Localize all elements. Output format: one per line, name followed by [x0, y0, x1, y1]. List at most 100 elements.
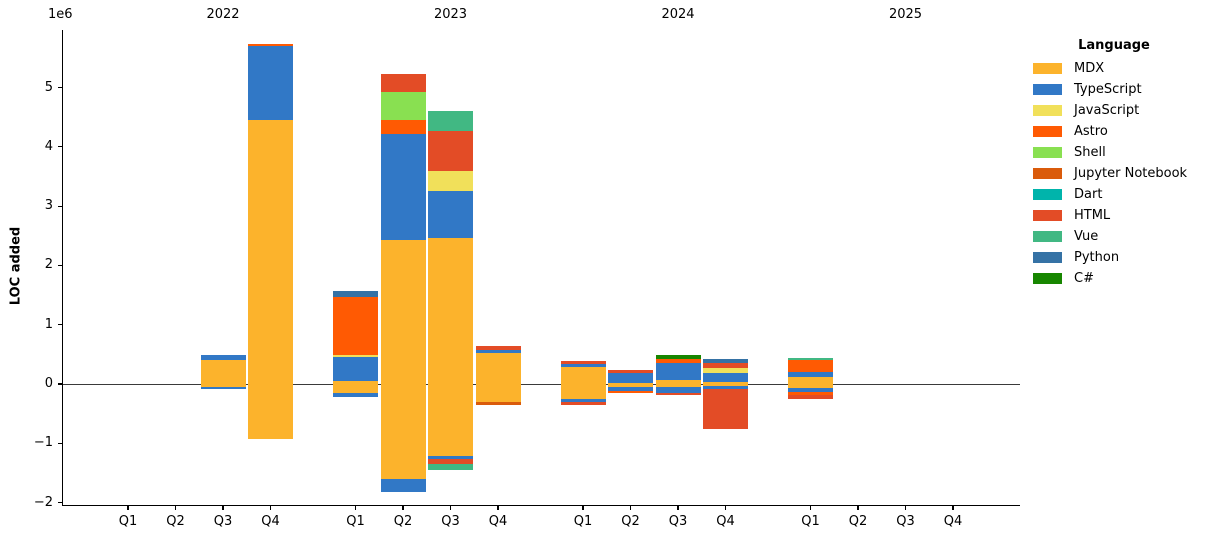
legend-item-c: C# — [1028, 268, 1200, 289]
x-tick-label: Q3 — [213, 514, 233, 529]
bar-segment-typescript — [788, 388, 833, 392]
x-tick-label: Q3 — [896, 514, 915, 529]
bar-segment-astro — [380, 119, 426, 134]
bar-segment-typescript — [703, 372, 748, 383]
x-tick-mark — [857, 506, 859, 510]
legend: Language MDX TypeScript JavaScript Astro She… — [1028, 38, 1200, 289]
x-tick-label: Q2 — [166, 514, 185, 529]
bar-segment-vue — [788, 358, 833, 361]
legend-label-c: C# — [1074, 271, 1094, 286]
bar-segment-vue — [428, 110, 473, 131]
x-tick-mark — [809, 506, 812, 510]
bar-segment-typescript — [380, 479, 426, 492]
legend-label-vue: Vue — [1074, 229, 1099, 244]
bar-segment-mdx — [608, 384, 653, 387]
legend-label-jupyter-notebook: Jupyter Notebook — [1074, 166, 1188, 181]
y-tick-mark — [58, 442, 62, 444]
bar-segment-html — [703, 388, 748, 430]
bar-segment-typescript — [788, 372, 833, 378]
x-tick-label: Q1 — [346, 514, 365, 529]
x-tick-label: Q4 — [943, 514, 963, 529]
bar-segment-html — [655, 392, 701, 396]
x-tick-mark — [449, 506, 452, 510]
x-tick-label: Q2 — [621, 514, 640, 529]
bar-segment-html — [475, 345, 521, 350]
year-label: 2024 — [661, 7, 695, 22]
bar-segment-javascript — [703, 367, 748, 373]
y-tick-mark — [58, 86, 62, 89]
bar-segment-mdx — [428, 384, 473, 456]
legend-items: MDX TypeScript JavaScript Astro Shell Jupyter… — [1028, 58, 1200, 289]
legend-item-python: Python — [1028, 247, 1200, 268]
bar-segment-typescript — [655, 386, 701, 393]
x-tick-mark — [354, 506, 357, 510]
x-tick-label: Q3 — [441, 514, 460, 529]
legend-item-shell: Shell — [1028, 142, 1200, 163]
legend-label-astro: Astro — [1074, 124, 1108, 139]
y-tick-mark — [58, 264, 62, 266]
x-tick-mark — [127, 506, 129, 510]
legend-swatch-c — [1033, 273, 1062, 284]
bar-segment-mdx — [200, 384, 246, 387]
y-tick-mark — [58, 502, 62, 504]
bar-segment-javascript — [333, 354, 378, 358]
bar-segment-html — [788, 395, 833, 399]
legend-item-astro: Astro — [1028, 121, 1200, 142]
bar-segment-mdx — [380, 384, 426, 480]
year-label: 2022 — [206, 7, 240, 22]
y-axis-offset-text: 1e6 — [48, 7, 73, 22]
x-tick-label: Q1 — [573, 514, 593, 529]
bar-segment-typescript — [200, 354, 246, 360]
bar-segment-astro — [333, 296, 378, 355]
bar-segment-mdx — [608, 382, 653, 384]
legend-swatch-vue — [1033, 231, 1062, 242]
bar-segment-typescript — [475, 349, 521, 353]
y-tick-label: 3 — [44, 198, 53, 214]
bar-segment-mdx — [475, 352, 521, 384]
legend-swatch-astro — [1033, 126, 1062, 137]
bar-segment-mdx — [788, 384, 833, 389]
x-tick-mark — [677, 506, 679, 510]
legend-swatch-mdx — [1033, 63, 1062, 74]
x-tick-mark — [497, 506, 499, 510]
legend-label-shell: Shell — [1074, 145, 1106, 160]
bar-segment-mdx — [655, 384, 701, 387]
bar-segment-mdx — [655, 380, 701, 384]
bar-segment-html — [428, 459, 473, 465]
x-tick-label: Q1 — [801, 514, 820, 529]
bar-segment-typescript — [428, 190, 473, 239]
y-tick-label: 4 — [44, 138, 53, 154]
legend-swatch-html — [1033, 210, 1062, 221]
legend-item-dart: Dart — [1028, 184, 1200, 205]
bar-segment-mdx — [560, 367, 606, 384]
bar-segment-typescript — [608, 386, 653, 392]
y-tick-mark — [58, 146, 62, 148]
bar-segment-html — [560, 360, 606, 365]
bar-segment-javascript — [428, 170, 473, 191]
x-tick-label: Q4 — [261, 514, 280, 529]
bar-segment-typescript — [333, 393, 378, 398]
bar-segment-shell — [380, 91, 426, 120]
bar-segment-mdx — [248, 384, 293, 439]
bar-segment-html — [608, 369, 653, 373]
bar-segment-html — [560, 402, 606, 406]
y-tick-label: 1 — [44, 316, 53, 332]
bar-segment-mdx — [333, 381, 378, 384]
bar-segment-vue — [428, 464, 473, 470]
bar-segment-mdx — [380, 239, 426, 384]
bar-segment-typescript — [428, 455, 473, 460]
bar-segment-mdx — [428, 238, 473, 384]
bar-segment-typescript — [703, 385, 748, 389]
bar-segment-typescript — [560, 364, 606, 368]
legend-item-mdx: MDX — [1028, 58, 1200, 79]
legend-label-mdx: MDX — [1074, 61, 1105, 76]
y-tick-label: 5 — [44, 79, 53, 95]
legend-label-javascript: JavaScript — [1074, 103, 1140, 118]
bar-segment-python — [333, 290, 378, 297]
legend-item-typescript: TypeScript — [1028, 79, 1200, 100]
bar-segment-mdx — [788, 377, 833, 384]
legend-label-typescript: TypeScript — [1074, 82, 1142, 97]
bar-segment-c — [655, 354, 701, 360]
x-tick-label: Q2 — [393, 514, 413, 529]
